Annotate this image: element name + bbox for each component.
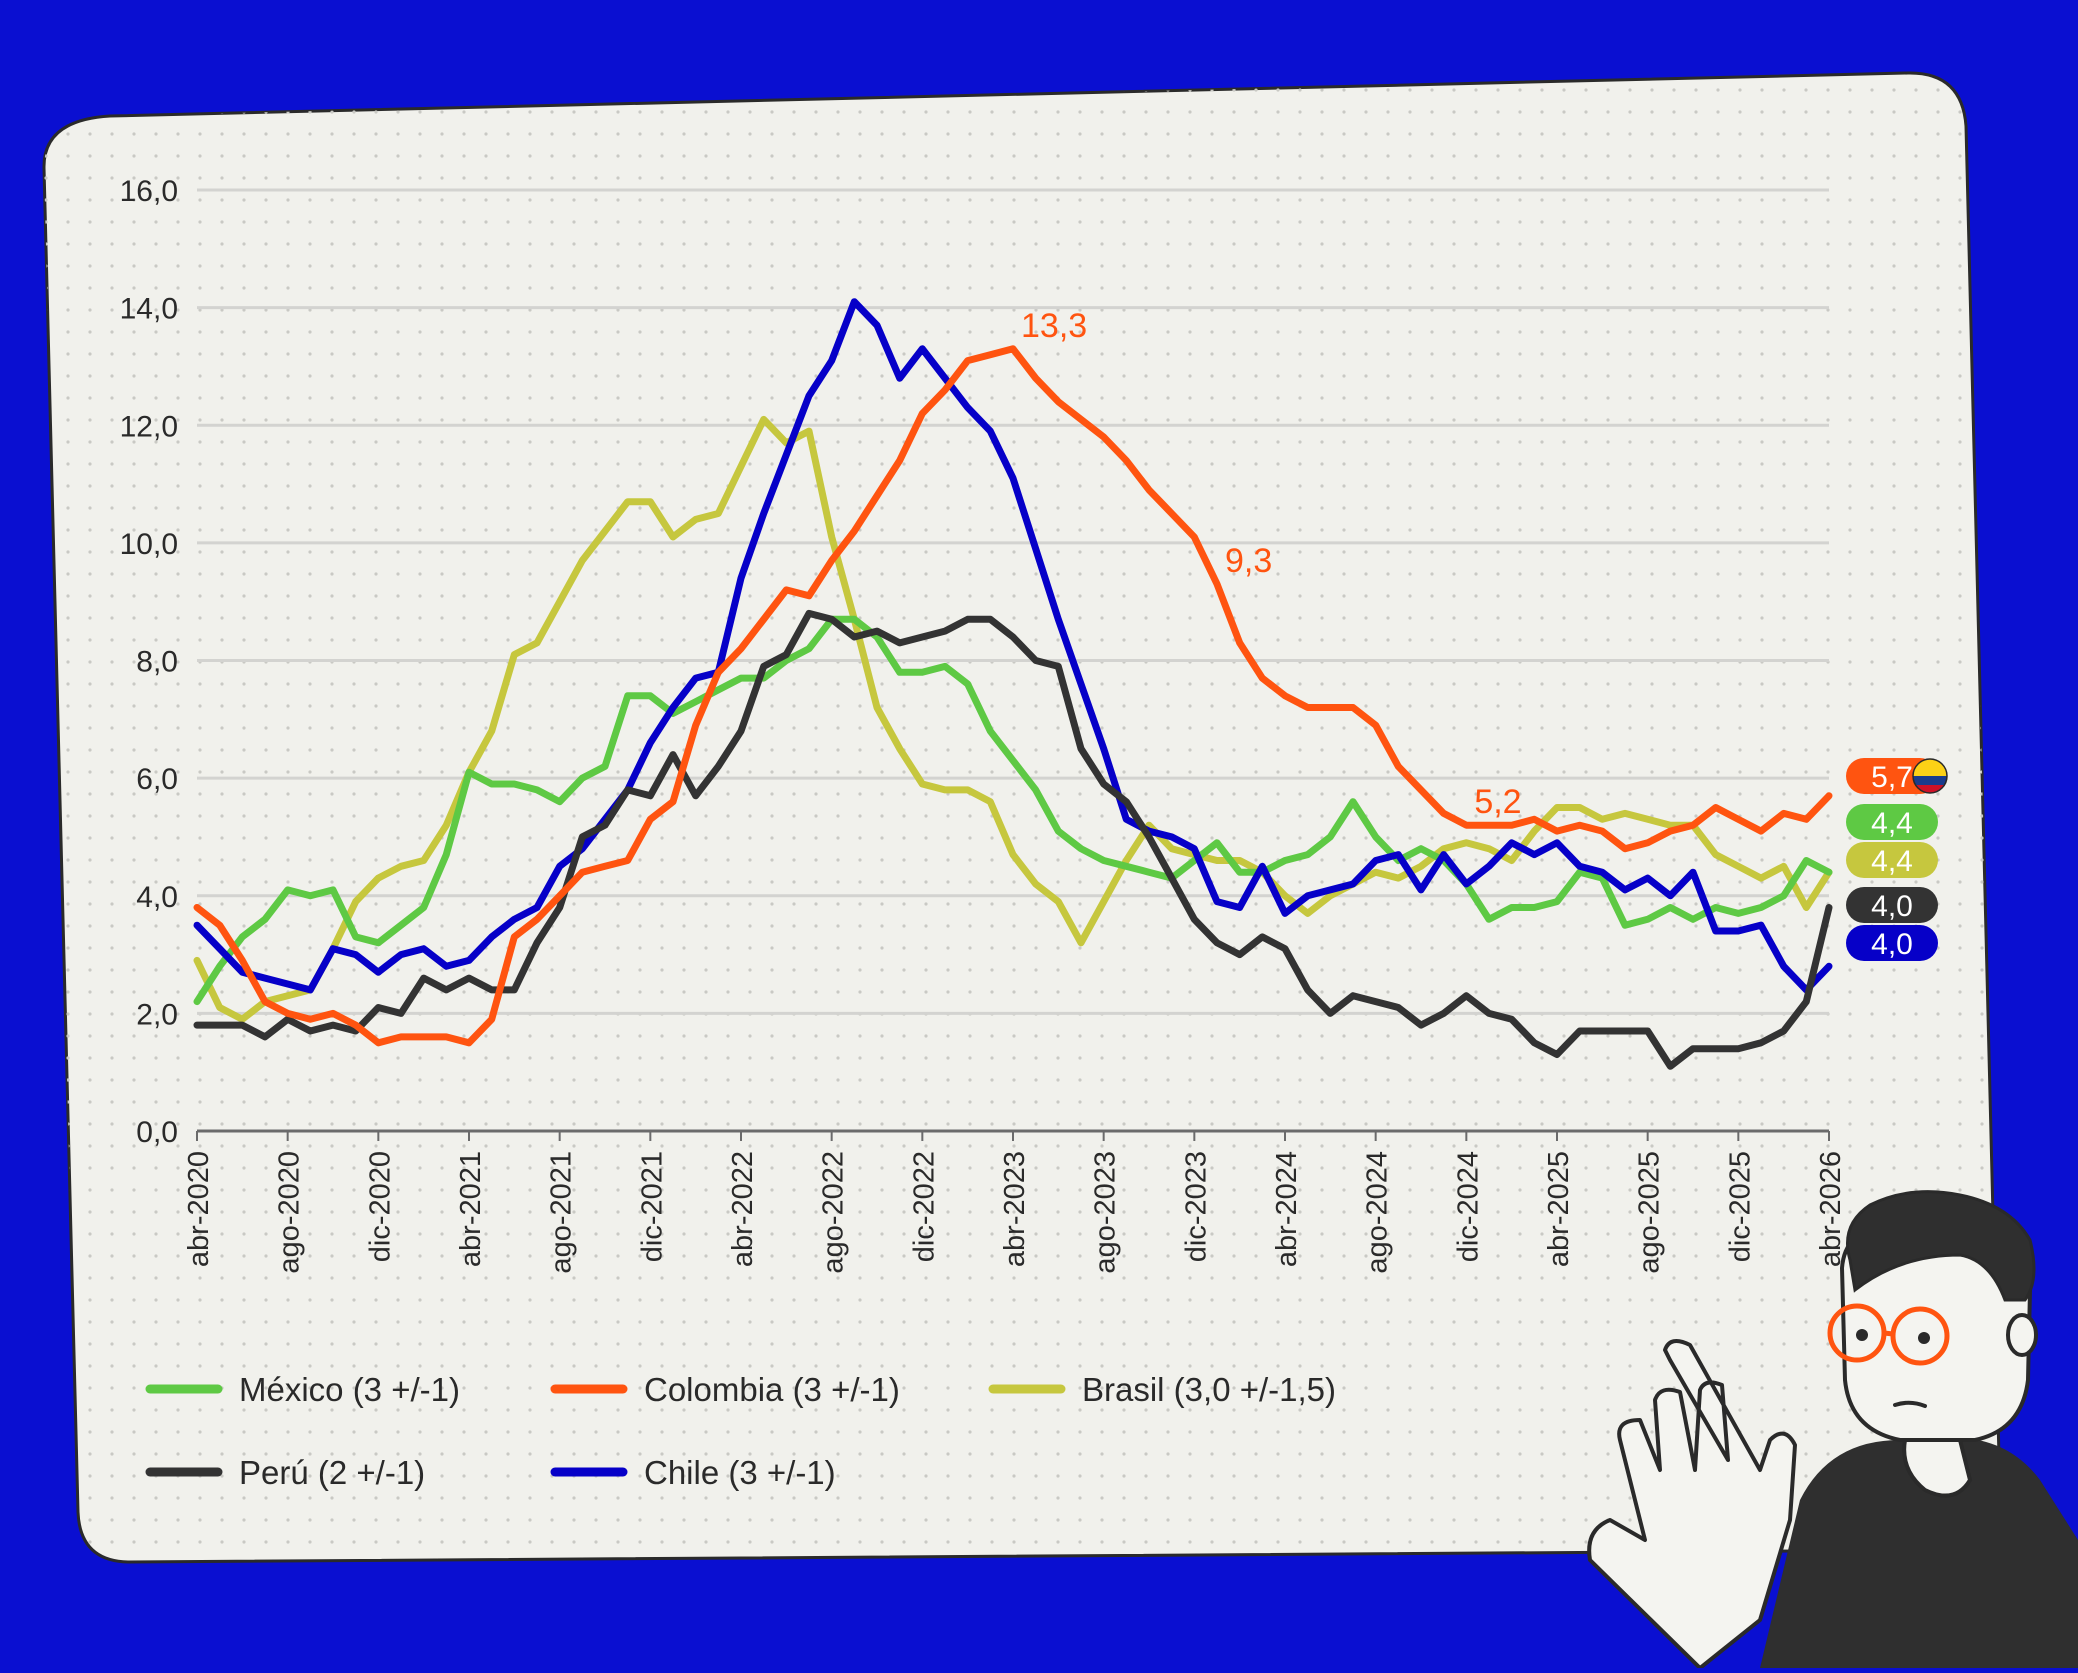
- end-label-value: 4,0: [1871, 890, 1913, 923]
- x-tick-label: ago-2025: [1634, 1151, 1666, 1274]
- y-tick-label: 2,0: [136, 998, 178, 1031]
- x-tick-label: abr-2022: [727, 1151, 759, 1267]
- x-tick-label: abr-2023: [999, 1151, 1031, 1267]
- legend-label: Perú (2 +/-1): [239, 1454, 425, 1491]
- y-tick-label: 10,0: [120, 528, 178, 561]
- end-label-pill: [1846, 925, 1938, 961]
- end-label-value: 5,7: [1871, 761, 1913, 794]
- x-tick-label: ago-2023: [1090, 1151, 1122, 1274]
- legend-label: Chile (3 +/-1): [644, 1454, 836, 1491]
- legend-label: México (3 +/-1): [239, 1371, 460, 1408]
- legend: México (3 +/-1) Colombia (3 +/-1) Brasil (…: [145, 1371, 1336, 1491]
- series-line-1: [193, 345, 1833, 1047]
- series-line-0: [193, 615, 1833, 1006]
- end-label-pill: [1846, 842, 1938, 878]
- x-tick-label: abr-2020: [183, 1151, 215, 1267]
- chart-card: [42, 71, 2002, 1564]
- series-line-4: [193, 298, 1833, 994]
- y-tick-label: 0,0: [136, 1116, 178, 1149]
- y-tick-label: 14,0: [120, 293, 178, 326]
- thinking-character-illustration: [1587, 1190, 2078, 1670]
- x-tick-label: abr-2024: [1271, 1151, 1303, 1267]
- end-label-value: 4,4: [1871, 807, 1913, 840]
- series-lines: [193, 298, 1833, 1070]
- annotations: 13,3 9,3 5,2: [1021, 307, 1522, 821]
- end-labels: 5,7 4,4 4,4 4,0 4,0: [1846, 758, 1938, 961]
- end-label-pill: [1846, 887, 1938, 923]
- peak-annotation: 13,3: [1021, 307, 1087, 345]
- x-tick-label: ago-2022: [818, 1151, 850, 1274]
- x-tick-label: ago-2020: [274, 1151, 306, 1274]
- series-line-3: [193, 609, 1833, 1070]
- x-tick-label: dic-2023: [1180, 1151, 1212, 1262]
- end-label-value: 4,4: [1871, 845, 1913, 878]
- x-tick-label: abr-2026: [1815, 1151, 1847, 1267]
- grid-lines: [197, 188, 1829, 1015]
- y-tick-label: 6,0: [136, 763, 178, 796]
- x-axis-ticks: abr-2020 ago-2020 dic-2020 abr-2021 ago-2021…: [183, 1131, 1847, 1274]
- y-tick-label: 16,0: [120, 175, 178, 208]
- y-tick-label: 4,0: [136, 881, 178, 914]
- peak-annotation: 5,2: [1474, 783, 1521, 821]
- x-tick-label: dic-2021: [636, 1151, 668, 1262]
- x-tick-label: dic-2024: [1452, 1151, 1484, 1262]
- colombia-flag-icon: [1912, 758, 1948, 794]
- y-axis-ticks: 0,0 2,0 4,0 6,0 8,0 10,0 12,0 14,0 16,0: [120, 175, 178, 1149]
- legend-label: Colombia (3 +/-1): [644, 1371, 900, 1408]
- y-tick-label: 8,0: [136, 646, 178, 679]
- peak-annotation: 9,3: [1225, 542, 1272, 580]
- end-label-value: 4,0: [1871, 928, 1913, 961]
- x-tick-label: ago-2021: [546, 1151, 578, 1274]
- x-tick-label: dic-2022: [908, 1151, 940, 1262]
- x-tick-label: abr-2021: [455, 1151, 487, 1267]
- x-tick-label: dic-2025: [1724, 1151, 1756, 1262]
- end-label-pill: [1846, 804, 1938, 840]
- x-tick-label: abr-2025: [1543, 1151, 1575, 1267]
- legend-label: Brasil (3,0 +/-1,5): [1082, 1371, 1336, 1408]
- x-tick-label: ago-2024: [1362, 1151, 1394, 1274]
- y-tick-label: 12,0: [120, 410, 178, 443]
- x-tick-label: dic-2020: [364, 1151, 396, 1262]
